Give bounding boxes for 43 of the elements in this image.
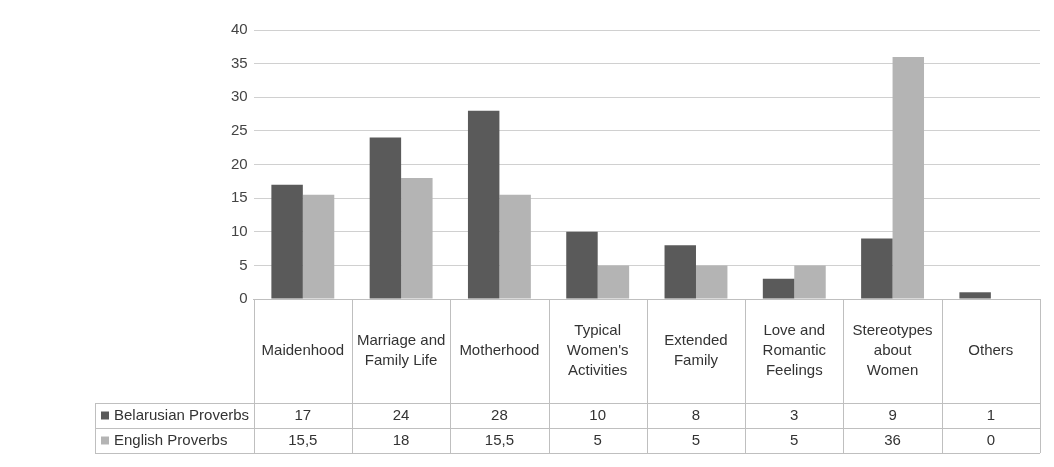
bar — [369, 137, 402, 299]
data-label: 10 — [589, 405, 607, 423]
bar — [762, 278, 795, 299]
bar — [566, 231, 598, 299]
data-label: 5 — [593, 430, 602, 448]
data-label: 8 — [691, 405, 701, 423]
y-tick-label: 5 — [239, 255, 248, 273]
data-label: 17 — [294, 405, 312, 423]
bar — [861, 238, 893, 299]
data-label: 3 — [790, 405, 799, 423]
data-label: 0 — [986, 430, 996, 448]
bar — [467, 110, 500, 299]
x-tick-label: Typical Women's Activities — [566, 321, 629, 379]
data-label: 28 — [491, 405, 508, 423]
y-tick-label: 0 — [239, 289, 248, 307]
x-tick-label: Stereotypes about Women — [852, 321, 933, 379]
data-label: 5 — [790, 430, 799, 448]
bar — [271, 184, 303, 299]
y-tick-label: 40 — [231, 20, 248, 38]
x-tick-label: Marriage and Family Life — [356, 331, 446, 369]
y-tick-label: 10 — [231, 221, 248, 239]
data-label: 15,5 — [484, 430, 515, 448]
x-tick-label: Extended Family — [664, 331, 728, 369]
data-label: 18 — [392, 430, 410, 448]
y-tick-label: 15 — [231, 188, 248, 206]
x-tick-label: Love and Romantic Feelings — [762, 321, 827, 379]
y-tick-label: 35 — [231, 53, 248, 71]
y-tick-label: 30 — [231, 87, 248, 105]
data-label: 15,5 — [288, 430, 318, 448]
x-tick-label: Others — [968, 341, 1014, 359]
data-label: 9 — [888, 405, 897, 423]
bar — [664, 245, 696, 299]
y-tick-label: 20 — [231, 154, 248, 172]
x-tick-label: Motherhood — [459, 341, 540, 359]
y-tick-label: 25 — [231, 121, 248, 139]
legend-label: English Proverbs — [114, 430, 228, 448]
data-label: 24 — [392, 405, 410, 423]
data-label: 36 — [884, 430, 901, 448]
x-tick-label: Maidenhood — [261, 341, 345, 359]
data-label: 1 — [986, 405, 996, 423]
data-label: 5 — [691, 430, 701, 448]
legend-label: Belarusian Proverbs — [114, 405, 250, 423]
bar — [959, 292, 991, 299]
